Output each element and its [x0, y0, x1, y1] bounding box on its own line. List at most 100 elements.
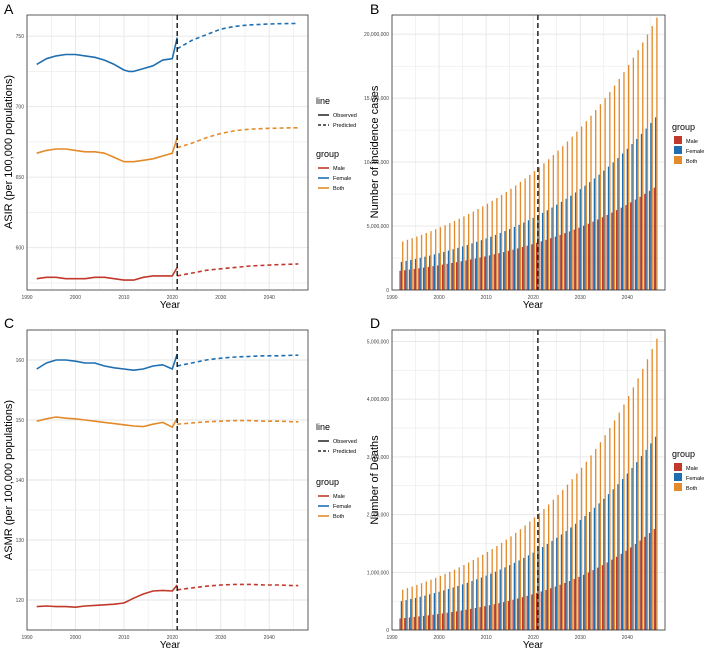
bar-both-2014: [505, 539, 507, 630]
legend-group-key: [674, 156, 682, 164]
legend-group-key: [674, 146, 682, 154]
bar-female-1998: [429, 255, 431, 290]
bar-both-2025: [557, 150, 559, 290]
bar-female-2027: [565, 198, 567, 290]
bar-both-2033: [595, 110, 597, 290]
panel-label: D: [370, 315, 380, 331]
bar-male-2007: [470, 608, 472, 630]
bar-both-2008: [477, 557, 479, 630]
bar-female-2018: [523, 557, 525, 630]
bar-female-2014: [504, 231, 506, 290]
bar-both-2000: [439, 575, 442, 630]
bar-both-2004: [458, 218, 460, 290]
bar-female-2023: [546, 544, 548, 630]
bar-both-2046: [656, 338, 658, 630]
legend-group-title: group: [316, 477, 339, 487]
bar-male-2036: [606, 562, 608, 630]
bar-both-2023: [547, 159, 550, 290]
bar-male-2038: [615, 210, 618, 290]
legend-group-label: Both: [333, 186, 344, 192]
bar-both-2008: [477, 209, 479, 290]
bar-both-2009: [482, 206, 484, 290]
x-tick-label: 1990: [386, 635, 397, 641]
bar-female-2024: [551, 207, 553, 290]
bar-both-2046: [656, 17, 658, 291]
bar-both-2011: [491, 549, 493, 630]
bar-female-2034: [598, 174, 600, 290]
bar-male-2046: [653, 187, 655, 290]
y-axis-title: ASMR (per 100,000 populations): [3, 400, 15, 560]
bar-female-2041: [631, 467, 633, 630]
bar-female-2039: [621, 478, 624, 630]
bar-both-2031: [585, 121, 587, 290]
bar-male-1994: [408, 617, 411, 630]
y-axis-title: Number of incidence cases: [369, 85, 381, 218]
bar-female-2034: [598, 503, 600, 630]
legend-group-title: group: [672, 449, 695, 459]
bar-male-2027: [564, 582, 566, 630]
legend-group-key: [674, 483, 682, 491]
bar-female-2045: [650, 123, 652, 290]
bar-female-2003: [452, 249, 454, 290]
bar-male-2017: [517, 598, 519, 630]
x-tick-label: 2040: [622, 295, 633, 301]
bar-both-1997: [425, 581, 427, 630]
bar-both-2024: [552, 499, 555, 630]
bar-female-2015: [509, 565, 511, 630]
series-line-female-predicted: [176, 22, 299, 50]
bar-male-2031: [583, 574, 585, 630]
bar-female-2032: [589, 511, 591, 630]
bar-male-2032: [587, 223, 590, 290]
bar-both-2009: [482, 554, 484, 630]
bar-male-2024: [550, 238, 552, 290]
bar-both-2038: [618, 412, 620, 630]
bar-both-2006: [467, 562, 470, 630]
bar-male-2020: [531, 244, 533, 290]
bar-female-2000: [438, 253, 440, 290]
bar-male-2018: [521, 247, 524, 290]
bar-both-1998: [430, 579, 432, 630]
bar-both-2044: [646, 359, 649, 630]
legend-group-label: Male: [686, 466, 698, 472]
bar-female-2044: [645, 449, 647, 630]
bar-both-1994: [411, 586, 413, 630]
legend-line-title: line: [316, 96, 330, 106]
bar-female-2023: [546, 210, 548, 290]
bar-both-2007: [472, 211, 474, 290]
bar-male-2028: [568, 231, 571, 290]
bar-both-2024: [552, 155, 555, 290]
bar-male-2003: [451, 612, 453, 630]
legend-group-label: Female: [333, 176, 351, 182]
bar-female-2024: [551, 540, 553, 630]
bar-female-2030: [579, 189, 581, 290]
x-tick-label: 2020: [167, 295, 178, 301]
bar-both-2043: [642, 368, 644, 630]
y-tick-label: 3,000,000: [367, 455, 389, 461]
bar-male-1996: [418, 616, 420, 630]
y-axis-title: Number of Deaths: [369, 435, 381, 525]
bar-female-2009: [480, 577, 483, 630]
bar-female-1995: [414, 597, 417, 630]
x-tick-label: 2020: [528, 635, 539, 641]
y-tick-label: 20,000,000: [364, 32, 389, 38]
bar-both-2037: [613, 420, 616, 630]
bar-both-2043: [642, 42, 644, 290]
bar-both-2010: [486, 551, 489, 630]
legend-line-label: Predicted: [333, 123, 356, 129]
bar-male-1997: [422, 615, 425, 630]
bar-male-2012: [493, 254, 495, 290]
bar-female-2002: [447, 588, 450, 630]
bar-female-2013: [499, 233, 501, 290]
bar-male-2044: [644, 193, 646, 290]
bar-male-2017: [517, 248, 519, 290]
bar-both-2013: [500, 542, 503, 630]
bar-male-2029: [573, 579, 575, 630]
bar-both-2022: [543, 163, 545, 290]
bar-both-2031: [585, 461, 587, 630]
bar-male-2010: [484, 606, 486, 630]
bar-both-2038: [618, 78, 620, 291]
bar-female-2037: [612, 489, 614, 630]
bar-both-1995: [416, 584, 418, 630]
bar-male-2041: [630, 202, 632, 290]
bar-male-2039: [620, 553, 622, 630]
